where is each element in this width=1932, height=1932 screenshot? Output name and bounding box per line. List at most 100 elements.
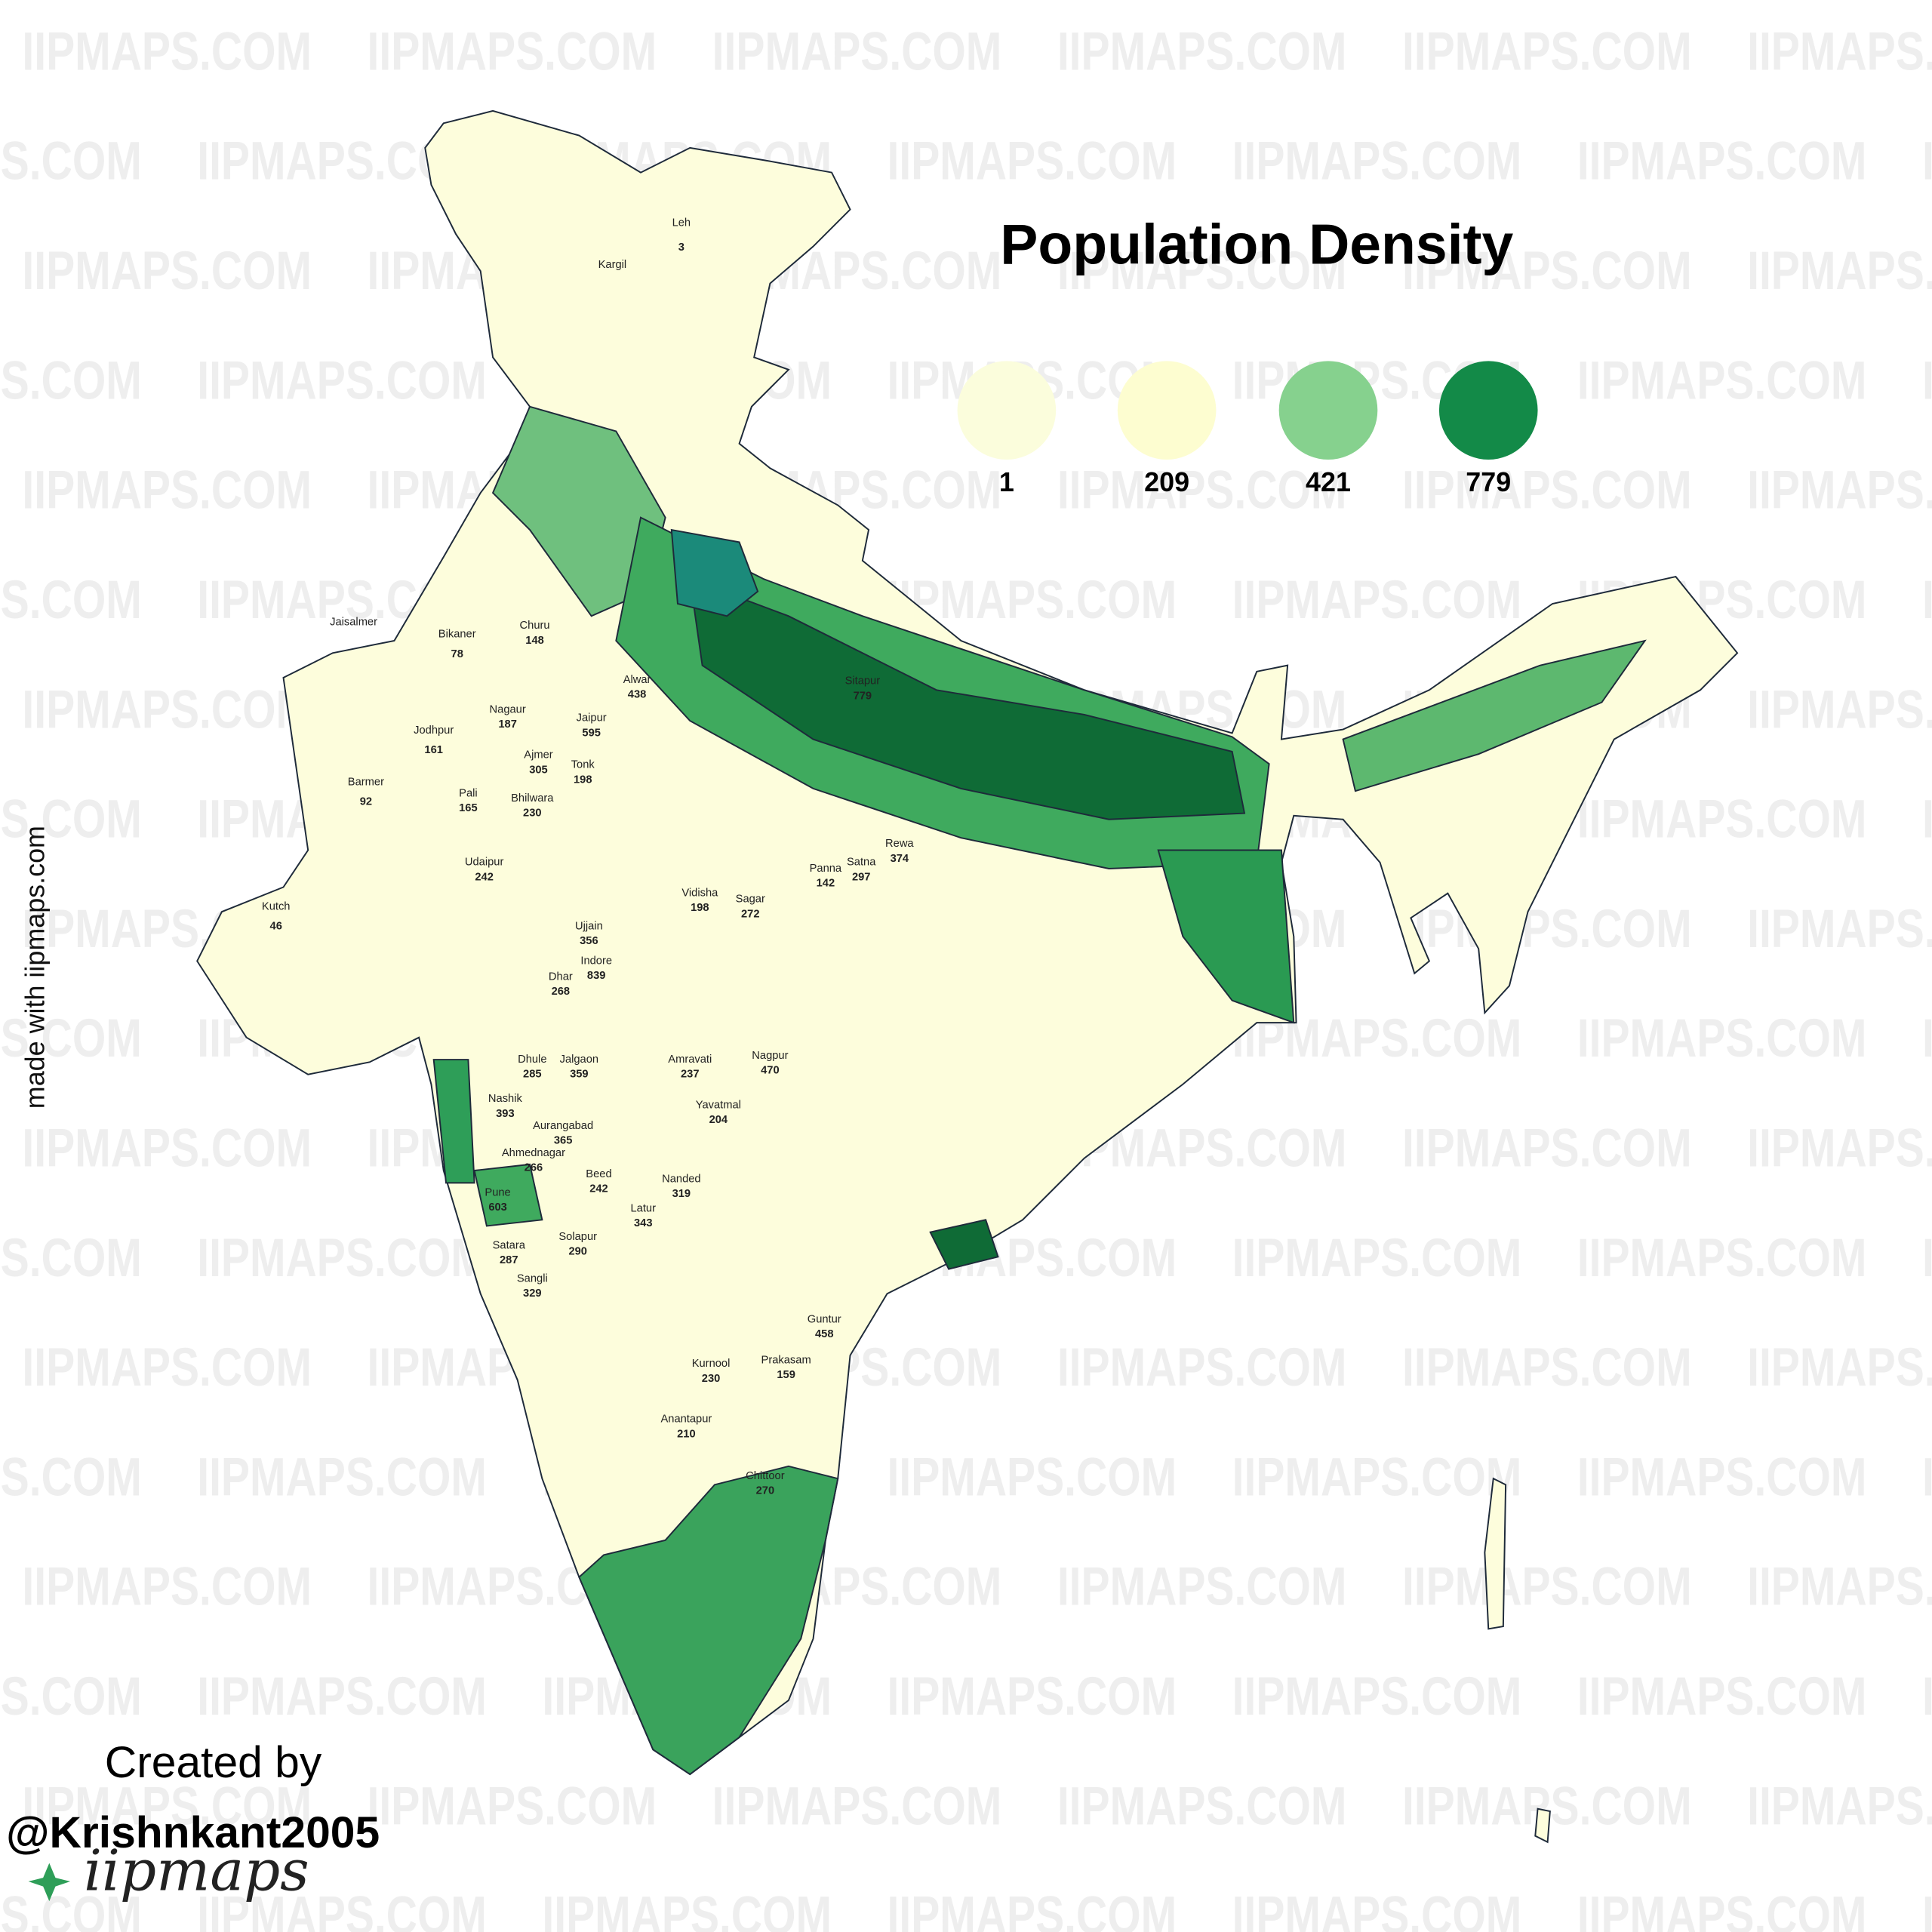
legend-swatch bbox=[1278, 361, 1378, 460]
watermark-text: IIPMAPS.COM bbox=[888, 1666, 1177, 1727]
watermark-text: IIPMAPS.COM bbox=[22, 1337, 312, 1398]
watermark-text: IIPMAPS.COM bbox=[22, 1118, 312, 1178]
watermark-text: IIPMAPS.COM bbox=[1922, 350, 1932, 411]
district-density: 359 bbox=[570, 1069, 589, 1081]
watermark-text: IIPMAPS.COM bbox=[1747, 241, 1932, 301]
district-density: 297 bbox=[852, 871, 871, 883]
district-name: Vidisha bbox=[681, 888, 718, 900]
district-name: Nagpur bbox=[752, 1050, 788, 1062]
district-name: Jalgaon bbox=[560, 1054, 598, 1066]
watermark-text: IIPMAPS.COM bbox=[1577, 131, 1867, 192]
mumbai-coast bbox=[432, 1059, 475, 1184]
logo-text: iipmaps bbox=[84, 1837, 309, 1903]
district-name: Dhar bbox=[549, 971, 573, 983]
watermark-text: IIPMAPS.COM bbox=[0, 789, 142, 850]
watermark-text: IIPMAPS.COM bbox=[1577, 1886, 1867, 1932]
watermark-text: IIPMAPS.COM bbox=[1057, 241, 1347, 301]
watermark-text: IIPMAPS.COM bbox=[1232, 131, 1522, 192]
watermark-text: IIPMAPS.COM bbox=[1057, 1557, 1347, 1617]
watermark-text: IIPMAPS.COM bbox=[1402, 21, 1692, 82]
district-name: Tonk bbox=[571, 759, 595, 771]
watermark-text: IIPMAPS.COM bbox=[22, 1776, 312, 1836]
watermark-text: IIPMAPS.COM bbox=[1922, 1666, 1932, 1727]
watermark-text: IIPMAPS.COM bbox=[1747, 1557, 1932, 1617]
legend-label: 209 bbox=[1144, 466, 1189, 497]
district-name: Rewa bbox=[885, 838, 914, 850]
district-density: 237 bbox=[681, 1069, 700, 1081]
district-density: 365 bbox=[554, 1135, 573, 1147]
watermark-text: IIPMAPS.COM bbox=[0, 1666, 142, 1727]
bengal bbox=[1157, 849, 1295, 1024]
watermark-text: IIPMAPS.COM bbox=[1922, 131, 1932, 192]
watermark-text: IIPMAPS.COM bbox=[22, 460, 312, 521]
district-density: 285 bbox=[523, 1069, 542, 1081]
andaman bbox=[1484, 1477, 1507, 1630]
district-density: 779 bbox=[854, 690, 872, 702]
watermark-text: IIPMAPS.COM bbox=[1402, 1557, 1692, 1617]
watermark-text: IIPMAPS.COM bbox=[1747, 21, 1932, 82]
district-density: 210 bbox=[677, 1428, 696, 1440]
watermark-text: IIPMAPS.COM bbox=[197, 1447, 487, 1507]
legend-label: 779 bbox=[1466, 466, 1511, 497]
district-density: 603 bbox=[488, 1201, 507, 1214]
district-density: 319 bbox=[672, 1188, 691, 1200]
watermark-text: IIPMAPS.COM bbox=[1922, 570, 1932, 630]
district-name: Jaipur bbox=[577, 712, 607, 724]
district-density: 187 bbox=[498, 718, 517, 731]
watermark-text: IIPMAPS.COM bbox=[1402, 460, 1692, 521]
district-density: 393 bbox=[496, 1108, 515, 1120]
district-labels: Leh 3 Kargil Jaisalmer Bikaner 78 Jodhpur 161 Ba… bbox=[262, 217, 915, 1497]
district-name: Ajmer bbox=[524, 749, 552, 761]
watermark-text: IIPMAPS.COM bbox=[1402, 1118, 1692, 1178]
district-density: 230 bbox=[523, 807, 542, 819]
district-name: Satna bbox=[847, 857, 876, 869]
watermark-text: IIPMAPS.COM bbox=[1747, 679, 1932, 740]
watermark-text: IIPMAPS.COM bbox=[1577, 1228, 1867, 1288]
district-density: 230 bbox=[702, 1373, 721, 1385]
district-name: Anantapur bbox=[660, 1414, 712, 1426]
watermark-text: IIPMAPS.COM bbox=[22, 241, 312, 301]
watermark-text: IIPMAPS.COM bbox=[368, 1776, 657, 1836]
watermark-text: IIPMAPS.COM bbox=[1057, 1337, 1347, 1398]
district-name: Nashik bbox=[488, 1093, 523, 1105]
logo-star bbox=[28, 1863, 71, 1902]
map-title: Population Density bbox=[1000, 213, 1513, 276]
legend-swatch bbox=[957, 361, 1057, 460]
district-density: 142 bbox=[817, 877, 835, 889]
watermark-text: IIPMAPS.COM bbox=[1232, 570, 1522, 630]
watermark-text: IIPMAPS.COM bbox=[22, 21, 312, 82]
watermark-text: IIPMAPS.COM bbox=[1232, 1666, 1522, 1727]
district-name: Yavatmal bbox=[696, 1099, 741, 1111]
watermark-text: IIPMAPS.COM bbox=[1747, 460, 1932, 521]
pune-district bbox=[473, 1163, 543, 1227]
district-name: Kutch bbox=[262, 901, 291, 913]
watermark-text: IIPMAPS.COM bbox=[1747, 1118, 1932, 1178]
watermark-text: IIPMAPS.COM bbox=[712, 1776, 1002, 1836]
district-name: Ujjain bbox=[575, 921, 603, 933]
watermark-text: IIPMAPS.COM bbox=[542, 1886, 832, 1932]
watermark-text: IIPMAPS.COM bbox=[1747, 899, 1932, 959]
district-name: Aurangabad bbox=[533, 1120, 593, 1132]
district-name: Kurnool bbox=[692, 1358, 731, 1370]
district-name: Dhule bbox=[518, 1054, 546, 1066]
legend: 1 209 421 779 bbox=[957, 361, 1538, 497]
district-density: 78 bbox=[451, 648, 463, 660]
district-name: Pune bbox=[485, 1186, 510, 1198]
district-name: Sitapur bbox=[845, 675, 881, 688]
legend-swatch bbox=[1117, 361, 1217, 460]
district-density: 329 bbox=[523, 1287, 542, 1300]
watermark-text: IIPMAPS.COM bbox=[0, 350, 142, 411]
watermark-text: IIPMAPS.COM bbox=[1577, 1666, 1867, 1727]
district-density: 165 bbox=[459, 802, 478, 814]
district-name: Jaisalmer bbox=[330, 616, 377, 628]
visakhapatnam bbox=[929, 1219, 999, 1270]
watermark-text: IIPMAPS.COM bbox=[1057, 21, 1347, 82]
watermark-text: IIPMAPS.COM bbox=[0, 131, 142, 192]
district-density: 290 bbox=[568, 1246, 587, 1258]
nicobar bbox=[1534, 1807, 1551, 1844]
district-name: Solapur bbox=[558, 1231, 597, 1243]
credit-handle: @Krishnkant2005 bbox=[6, 1808, 380, 1857]
watermark-text: IIPMAPS.COM bbox=[888, 1886, 1177, 1932]
watermark-text: IIPMAPS.COM bbox=[888, 1447, 1177, 1507]
district-name: Latur bbox=[631, 1203, 657, 1215]
